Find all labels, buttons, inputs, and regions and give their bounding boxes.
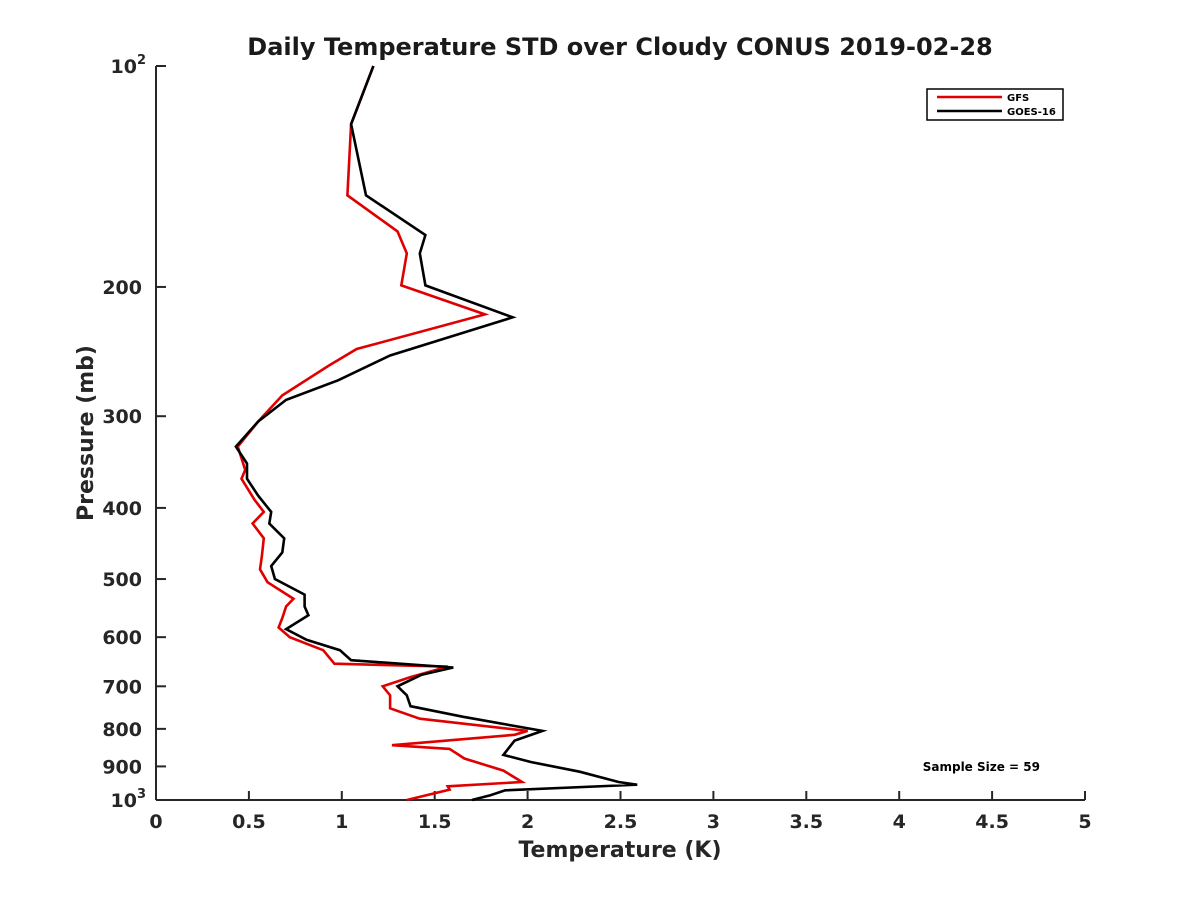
series-line-goes-16 xyxy=(234,65,638,802)
y-axis-label: Pressure (mb) xyxy=(74,345,99,521)
y-tick-label: 900 xyxy=(102,756,142,778)
x-tick-label: 2.5 xyxy=(604,811,638,833)
x-tick-label: 3 xyxy=(707,811,720,833)
x-tick-label: 2 xyxy=(521,811,534,833)
y-tick-label: 700 xyxy=(102,676,142,698)
x-tick-label: 4 xyxy=(893,811,906,833)
x-tick-label: 4.5 xyxy=(975,811,1009,833)
y-tick-label: 300 xyxy=(102,406,142,428)
legend-label: GFS xyxy=(1007,93,1029,104)
x-tick-label: 3.5 xyxy=(789,811,823,833)
y-tick-label: 400 xyxy=(102,498,142,520)
series-layer xyxy=(234,65,638,802)
sample-size-annotation: Sample Size = 59 xyxy=(923,760,1040,774)
legend-label: GOES-16 xyxy=(1007,107,1056,118)
x-tick-label: 0 xyxy=(149,811,162,833)
x-tick-label: 1 xyxy=(335,811,348,833)
series-line-gfs xyxy=(236,65,528,802)
y-tick-label: 102 xyxy=(111,53,147,78)
y-tick-label: 800 xyxy=(102,719,142,741)
legend-box xyxy=(926,88,1064,121)
x-tick-label: 5 xyxy=(1078,811,1091,833)
x-tick-label: 0.5 xyxy=(232,811,266,833)
y-tick-label: 600 xyxy=(102,627,142,649)
y-tick-label: 200 xyxy=(102,277,142,299)
x-axis-label: Temperature (K) xyxy=(518,838,721,863)
y-tick-label: 500 xyxy=(102,569,142,591)
legend: GFS GOES-16 xyxy=(926,88,1064,121)
chart-title: Daily Temperature STD over Cloudy CONUS … xyxy=(247,33,992,61)
axes: 0 0.5 1 1.5 2 2.5 3 3.5 4 4.5 5 102 200 300 400 500 600 7… xyxy=(102,53,1091,833)
y-tick-label: 103 xyxy=(111,787,147,812)
x-tick-label: 1.5 xyxy=(418,811,452,833)
